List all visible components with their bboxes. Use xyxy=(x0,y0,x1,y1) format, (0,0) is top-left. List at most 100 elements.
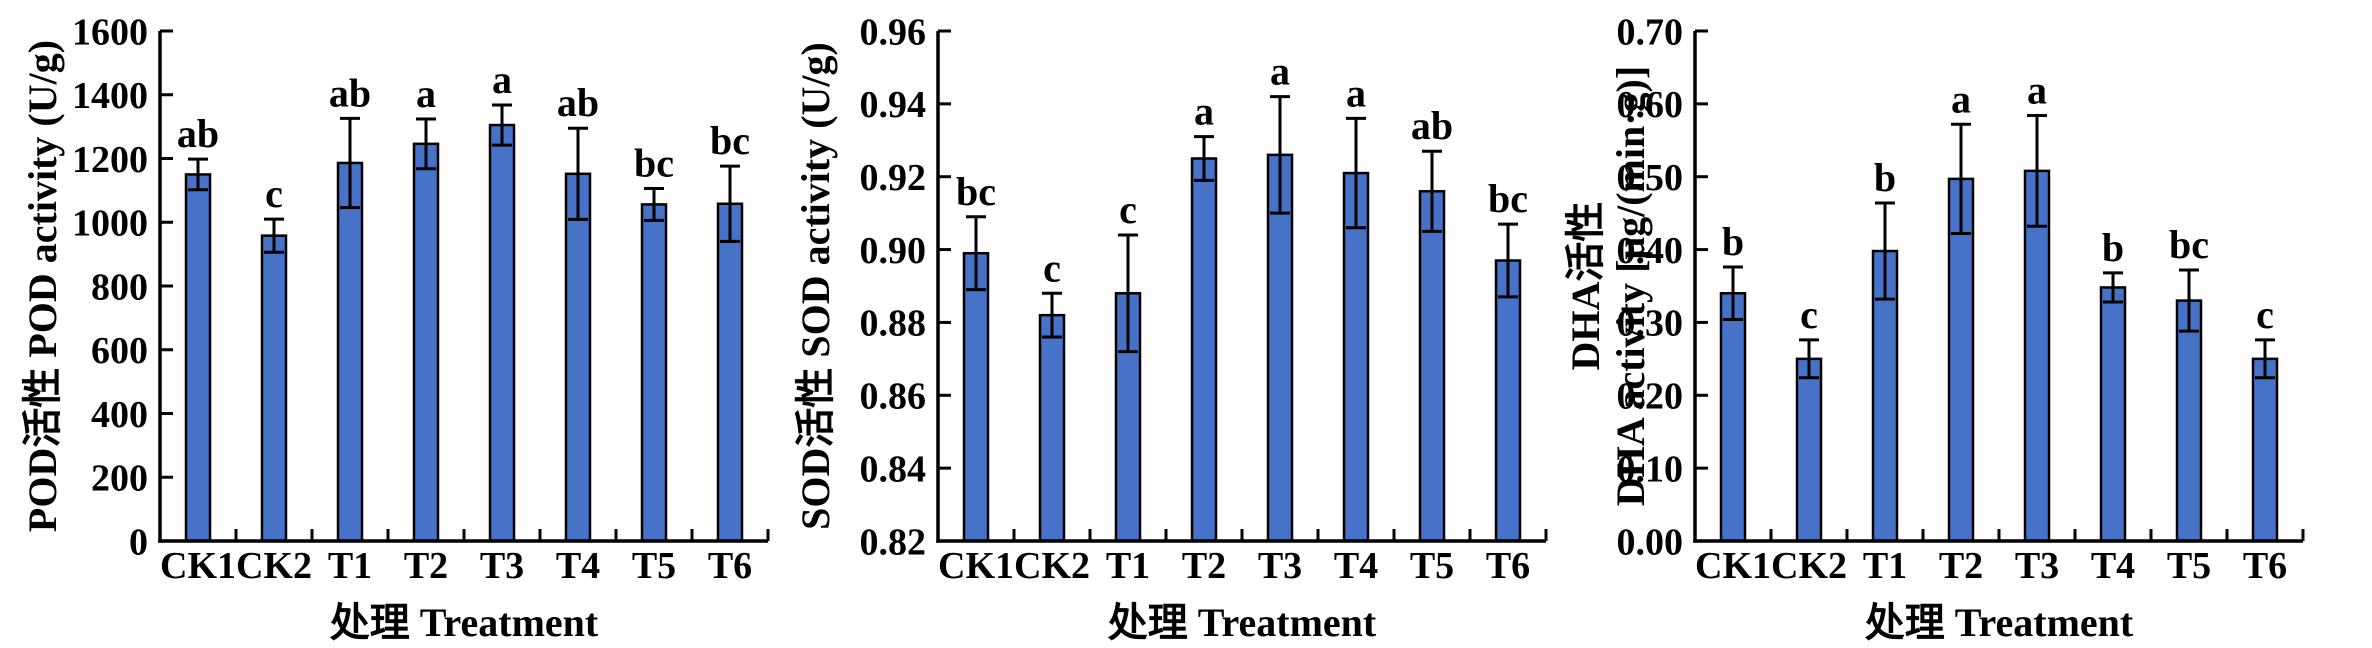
error-bar-CK2 xyxy=(1799,338,1819,380)
x-tick-label-CK1: CK1 xyxy=(938,545,1014,587)
sig-letter-T4: ab xyxy=(557,80,599,125)
y-tick-label-0.40: 0.40 xyxy=(1617,230,1684,272)
error-bar-T2 xyxy=(416,117,436,171)
error-bar-CK2 xyxy=(264,217,284,254)
y-tick-label-200: 200 xyxy=(91,458,148,500)
y-tick-label-0.82: 0.82 xyxy=(860,521,927,563)
y-tick-label-0.20: 0.20 xyxy=(1617,376,1684,418)
y-tick-label-1600: 1600 xyxy=(72,11,148,53)
error-bar-T4 xyxy=(568,126,588,221)
bar-CK1 xyxy=(962,251,990,543)
error-bar-T2 xyxy=(1194,135,1214,182)
error-bar-T5 xyxy=(1422,149,1442,233)
chart-pod: ab CK1 c CK2 ab T1 a T2 a T3 ab T4 bc T5 bc T6 0 200 400 60… xyxy=(20,11,770,645)
x-axis-label: 处理 Treatment xyxy=(1865,600,2134,645)
x-tick-label-T6: T6 xyxy=(708,545,752,587)
x-tick-label-T2: T2 xyxy=(1939,545,1983,587)
sig-letter-CK2: c xyxy=(265,171,283,216)
x-axis-label: 处理 Treatment xyxy=(330,600,599,645)
y-tick-label-0.84: 0.84 xyxy=(860,448,927,490)
error-bar-T6 xyxy=(1498,222,1518,299)
x-tick-label-CK2: CK2 xyxy=(1014,545,1090,587)
bar-CK1 xyxy=(1719,292,1747,543)
sig-letter-CK2: c xyxy=(1800,292,1818,337)
sig-letter-T1: b xyxy=(1874,155,1896,200)
bar-T1 xyxy=(1114,292,1142,543)
bar-CK2 xyxy=(260,234,288,543)
error-bar-T1 xyxy=(1118,233,1138,354)
sig-letter-T6: bc xyxy=(1488,176,1528,221)
error-bar-T6 xyxy=(2255,338,2275,380)
y-tick-label-0.88: 0.88 xyxy=(860,303,927,345)
bar-CK2 xyxy=(1795,357,1823,543)
x-tick-label-T4: T4 xyxy=(556,545,600,587)
y-tick-label-0.94: 0.94 xyxy=(860,84,927,126)
y-tick-label-0.60: 0.60 xyxy=(1617,84,1684,126)
bar-T5 xyxy=(1418,190,1446,543)
x-tick-label-T1: T1 xyxy=(328,545,372,587)
x-tick-label-T4: T4 xyxy=(1334,545,1378,587)
y-axis-label-line-1: POD活性 POD activity (U/g) xyxy=(20,40,65,532)
sig-letter-T3: a xyxy=(1270,49,1290,94)
error-bar-T3 xyxy=(1270,95,1290,215)
bar-T6 xyxy=(2251,357,2279,543)
x-tick-label-T6: T6 xyxy=(2243,545,2287,587)
y-tick-label-0.00: 0.00 xyxy=(1617,521,1684,563)
sig-letter-T1: c xyxy=(1119,187,1137,232)
sig-letter-T4: a xyxy=(1346,70,1366,115)
bar-T5 xyxy=(2175,299,2203,543)
y-axis-label-line-1: SOD活性 SOD activity (U/g) xyxy=(793,42,838,530)
error-bar-CK1 xyxy=(188,157,208,192)
sig-letter-T6: c xyxy=(2256,292,2274,337)
x-tick-label-T3: T3 xyxy=(2015,545,2059,587)
error-bar-T2 xyxy=(1951,122,1971,236)
bar-T3 xyxy=(488,123,516,543)
error-bar-T3 xyxy=(492,103,512,147)
y-tick-label-1000: 1000 xyxy=(72,203,148,245)
sig-letter-T2: a xyxy=(1951,76,1971,121)
x-tick-label-T5: T5 xyxy=(1410,545,1454,587)
error-bar-T1 xyxy=(1875,201,1895,301)
error-bar-T1 xyxy=(340,116,360,210)
x-tick-label-T2: T2 xyxy=(1182,545,1226,587)
x-tick-label-CK2: CK2 xyxy=(236,545,312,587)
chart-dha: b CK1 c CK2 b T1 a T2 a T3 b T4 bc T5 c T6 0.00 0.10 0.20 0… xyxy=(1563,11,2305,645)
error-bar-T3 xyxy=(2027,114,2047,228)
sig-letter-T2: a xyxy=(1194,89,1214,134)
chart-sod: bc CK1 c CK2 c T1 a T2 a T3 a T4 ab T5 bc T6 0.82 0.84 0.8… xyxy=(793,11,1548,645)
sig-letter-T3: a xyxy=(2027,68,2047,113)
bar-T6 xyxy=(716,202,744,543)
sig-letter-T3: a xyxy=(492,57,512,102)
bar-T4 xyxy=(564,172,592,543)
y-tick-label-0.96: 0.96 xyxy=(860,11,927,53)
sig-letter-T5: ab xyxy=(1411,103,1453,148)
y-tick-label-600: 600 xyxy=(91,330,148,372)
sig-letter-T5: bc xyxy=(634,140,674,185)
sig-letter-CK1: b xyxy=(1722,219,1744,264)
bar-T5 xyxy=(640,203,668,543)
x-tick-label-T5: T5 xyxy=(632,545,676,587)
y-axis-label-line-1: DHA活性 xyxy=(1563,202,1608,371)
error-bar-CK1 xyxy=(1723,265,1743,322)
x-tick-label-T2: T2 xyxy=(404,545,448,587)
sig-letter-T2: a xyxy=(416,71,436,116)
y-tick-label-0.10: 0.10 xyxy=(1617,448,1684,490)
x-tick-label-CK2: CK2 xyxy=(1771,545,1847,587)
sig-letter-T1: ab xyxy=(329,70,371,115)
sig-letter-CK1: ab xyxy=(177,111,219,156)
y-tick-label-0.50: 0.50 xyxy=(1617,157,1684,199)
x-tick-label-T5: T5 xyxy=(2167,545,2211,587)
y-tick-label-400: 400 xyxy=(91,394,148,436)
bar-T2 xyxy=(1190,157,1218,543)
y-axis-label-line-2: DHA activity [μg/(min·g)] xyxy=(1608,66,1653,506)
bar-CK2 xyxy=(1038,313,1066,543)
error-bar-T5 xyxy=(644,186,664,222)
y-tick-label-0.70: 0.70 xyxy=(1617,11,1684,53)
bar-T2 xyxy=(412,142,440,543)
x-tick-label-CK1: CK1 xyxy=(1695,545,1771,587)
bar-CK1 xyxy=(184,173,212,543)
x-tick-label-T3: T3 xyxy=(1258,545,1302,587)
error-bar-CK1 xyxy=(966,215,986,292)
